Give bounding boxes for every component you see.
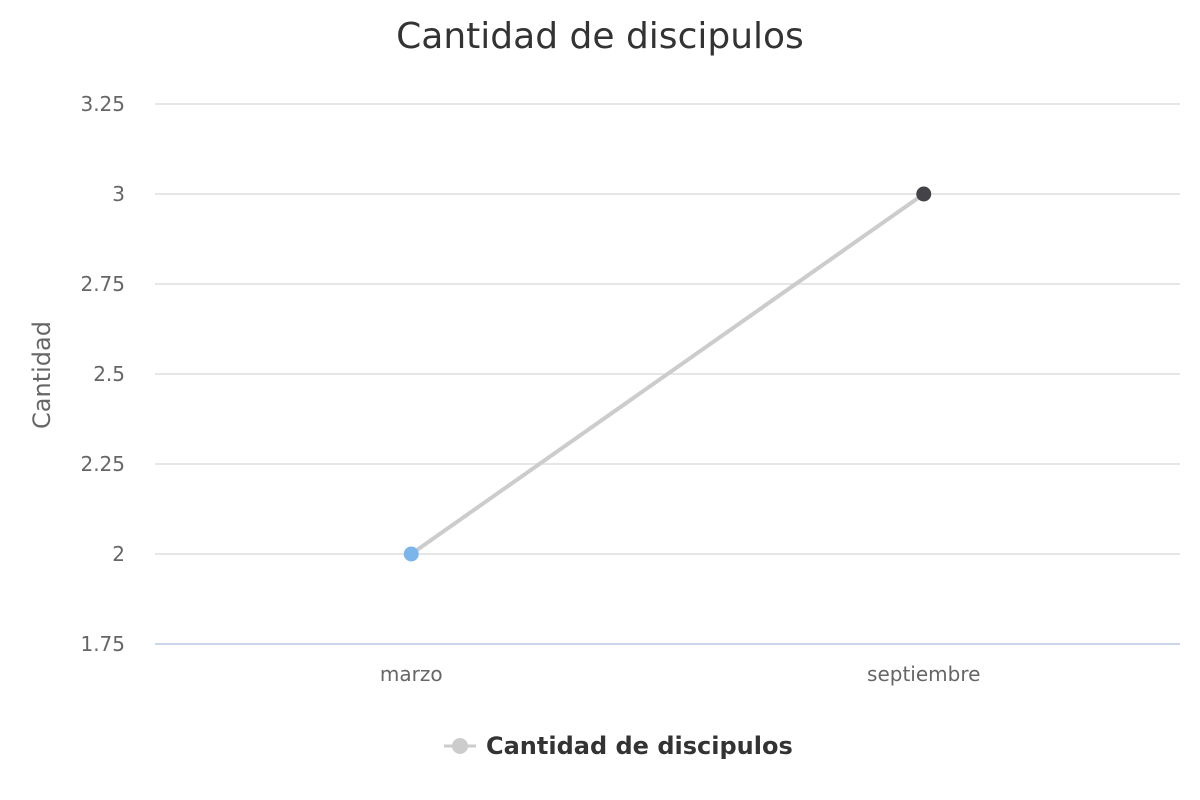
y-tick-label: 2 bbox=[112, 542, 125, 566]
y-axis-title: Cantidad bbox=[28, 321, 56, 429]
y-tick-label: 3 bbox=[112, 182, 125, 206]
y-tick-label: 1.75 bbox=[80, 632, 125, 656]
x-tick-label: septiembre bbox=[867, 662, 980, 686]
legend-label[interactable]: Cantidad de discipulos bbox=[486, 732, 793, 760]
y-tick-label: 2.75 bbox=[80, 272, 125, 296]
y-tick-label: 2.5 bbox=[93, 362, 125, 386]
chart-title: Cantidad de discipulos bbox=[396, 16, 804, 57]
legend-marker-icon bbox=[452, 738, 468, 754]
grid-lines bbox=[155, 103, 1180, 555]
x-axis-ticks: marzo septiembre bbox=[380, 662, 981, 686]
y-tick-label: 2.25 bbox=[80, 452, 125, 476]
x-tick-label: marzo bbox=[380, 662, 443, 686]
y-tick-label: 3.25 bbox=[80, 92, 125, 116]
series-line bbox=[410, 192, 925, 556]
legend[interactable]: Cantidad de discipulos bbox=[444, 732, 793, 760]
series-group bbox=[403, 186, 932, 562]
data-point[interactable] bbox=[916, 186, 932, 202]
y-axis-ticks: 1.75 2 2.25 2.5 2.75 3 3.25 bbox=[80, 92, 125, 656]
data-point[interactable] bbox=[403, 546, 419, 562]
